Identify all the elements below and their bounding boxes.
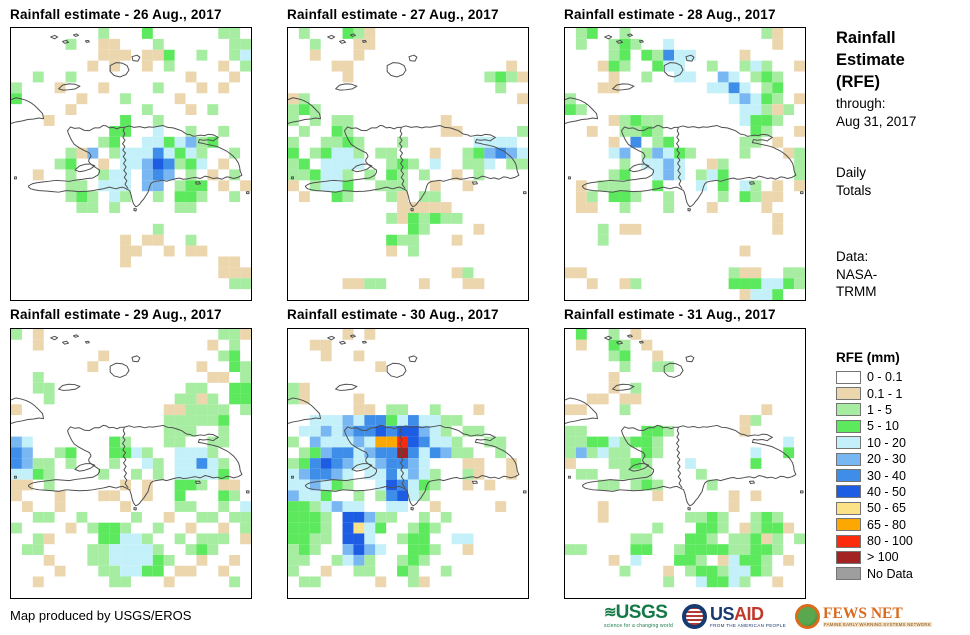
through-label: through: [836,96,886,111]
sidebar-title-line: Estimate [836,51,905,69]
rainfall-map [11,28,251,290]
totals-line: Totals [836,182,872,198]
legend-item: 65 - 80 [836,517,913,533]
legend-label: 30 - 40 [867,468,906,483]
rainfall-grid [565,329,805,588]
legend-label: No Data [867,566,913,581]
rainfall-map [11,329,251,588]
usaid-wordmark: USAID FROM THE AMERICAN PEOPLE [709,603,787,628]
fewsnet-logo: FEWS NET FAMINE EARLY WARNING SYSTEMS NE… [795,604,932,629]
sidebar-title-line: Rainfall [836,29,896,47]
legend-swatch [836,387,861,401]
rainfall-map [288,28,528,290]
legend-item: 1 - 5 [836,402,913,418]
through-date: Aug 31, 2017 [836,113,917,129]
legend-item: No Data [836,566,913,582]
panel-title: Rainfall estimate - 31 Aug., 2017 [564,307,776,322]
usaid-name-aid: AID [734,603,764,624]
legend-label: 65 - 80 [867,517,906,532]
map-panel-30aug [287,328,529,599]
map-panel-31aug [564,328,806,599]
data-source-line: Data: [836,249,869,264]
footer-logos: ≋ USGS science for a changing world USAI… [604,600,932,633]
legend-item: 20 - 30 [836,451,913,467]
panel-title: Rainfall estimate - 29 Aug., 2017 [10,307,222,322]
legend-label: 0.1 - 1 [867,386,903,401]
legend-item: 80 - 100 [836,533,913,549]
legend-swatch [836,419,861,433]
usaid-logo: USAID FROM THE AMERICAN PEOPLE [681,603,787,629]
fewsnet-tagline: FAMINE EARLY WARNING SYSTEMS NETWORK [823,621,932,627]
legend-swatch [836,370,861,384]
sidebar-title: Rainfall Estimate (RFE) [836,27,905,93]
rainfall-map [288,329,527,588]
rainfall-map [565,28,805,300]
usgs-wordmark: ≋ USGS [604,602,668,623]
legend-swatch [836,567,861,581]
panel-title: Rainfall estimate - 28 Aug., 2017 [564,7,776,22]
legend-label: > 100 [867,550,899,565]
legend-item: 0 - 0.1 [836,369,913,385]
fewsnet-wordmark: FEWS NET FAMINE EARLY WARNING SYSTEMS NE… [823,604,932,627]
legend-item: 40 - 50 [836,484,913,500]
usgs-tagline: science for a changing world [604,623,673,629]
legend-label: 40 - 50 [867,484,906,499]
legend-item: 5 - 10 [836,418,913,434]
legend-swatch [836,403,861,417]
usgs-logo: ≋ USGS science for a changing world [604,602,673,629]
legend-swatch [836,534,861,548]
usgs-wave-icon: ≋ [604,604,617,621]
legend-label: 20 - 30 [867,452,906,467]
panel-title: Rainfall estimate - 27 Aug., 2017 [287,7,499,22]
legend-swatch [836,469,861,483]
rainfall-map [565,329,805,588]
rainfall-grid [11,329,251,588]
legend-item: 50 - 65 [836,500,913,516]
legend-title: RFE (mm) [836,350,900,365]
legend-item: 30 - 40 [836,467,913,483]
rainfall-grid [565,28,805,300]
map-panel-28aug [564,27,806,301]
legend-label: 5 - 10 [867,419,899,434]
map-panel-27aug [287,27,529,301]
legend-label: 80 - 100 [867,534,913,549]
usgs-name: USGS [615,602,668,623]
legend-swatch [836,550,861,564]
legend-label: 50 - 65 [867,501,906,516]
sidebar-totals: Daily Totals [836,164,871,199]
sidebar-data-source: Data: NASA- TRMM [836,248,877,301]
legend-swatch [836,452,861,466]
legend-item: 0.1 - 1 [836,385,913,401]
panel-title: Rainfall estimate - 30 Aug., 2017 [287,307,499,322]
usaid-tagline: FROM THE AMERICAN PEOPLE [709,622,787,628]
fewsnet-name: FEWS NET [823,604,903,622]
legend-swatch [836,436,861,450]
rainfall-grid [288,329,518,588]
map-credit: Map produced by USGS/EROS [10,608,192,623]
legend-item: 10 - 20 [836,435,913,451]
rainfall-grid [288,28,528,290]
map-panel-29aug [10,328,252,599]
data-source-line: NASA- [836,266,878,282]
rainfall-grid [11,28,251,290]
legend-label: 1 - 5 [867,402,893,417]
legend-swatch [836,485,861,499]
data-source-line: TRMM [836,284,877,299]
legend-swatch [836,501,861,515]
usaid-name: USAID [709,603,786,624]
panel-title: Rainfall estimate - 26 Aug., 2017 [10,7,222,22]
sidebar-title-line: (RFE) [836,73,880,91]
map-panel-26aug [10,27,252,301]
legend-swatch [836,518,861,532]
legend-item: > 100 [836,549,913,565]
fewsnet-globe-icon [795,604,821,629]
legend-label: 10 - 20 [867,435,906,450]
sidebar-through: through: Aug 31, 2017 [836,95,916,130]
totals-line: Daily [836,165,867,180]
usaid-seal-icon [681,604,707,629]
usaid-name-us: US [709,603,735,624]
legend-label: 0 - 0.1 [867,370,903,385]
